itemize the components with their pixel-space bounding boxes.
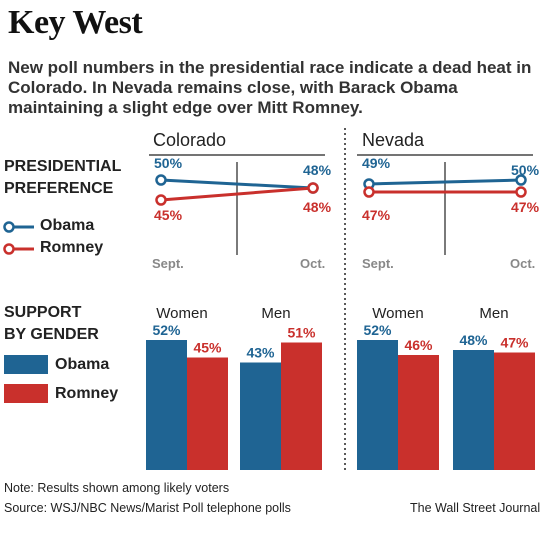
label-nevada-obama-oct: 50% bbox=[511, 162, 540, 178]
point-colorado-romney-sept bbox=[155, 194, 167, 206]
chart-subtitle: New poll numbers in the presidential rac… bbox=[8, 58, 532, 117]
line-colorado-obama bbox=[160, 178, 314, 190]
label-colorado-obama-sept: 50% bbox=[154, 155, 183, 171]
tick-colorado-oct: Oct. bbox=[300, 256, 325, 271]
gender-label-line1: SUPPORT bbox=[4, 304, 82, 321]
bar-label-nevada-women-romney: 46% bbox=[404, 337, 433, 353]
point-colorado-obama-sept bbox=[155, 174, 167, 186]
label-nevada-obama-sept: 49% bbox=[362, 155, 391, 171]
bar-category-colorado-men: Men bbox=[261, 305, 290, 322]
tick-colorado-sept: Sept. bbox=[152, 256, 184, 271]
bar-label-nevada-men-romney: 47% bbox=[500, 335, 529, 351]
line-colorado-romney bbox=[160, 186, 314, 202]
preference-label-line1: PRESIDENTIAL bbox=[4, 158, 122, 175]
bar-nevada-women-obama bbox=[357, 340, 398, 470]
bar-nevada-women-romney bbox=[398, 355, 439, 470]
bar-legend-romney-label: Romney bbox=[55, 385, 119, 402]
bar-colorado-women-romney bbox=[187, 357, 228, 470]
bar-label-colorado-women-obama: 52% bbox=[152, 322, 181, 338]
bar-label-colorado-men-obama: 43% bbox=[246, 345, 275, 361]
bar-colorado-women-obama bbox=[146, 340, 187, 470]
chart-title: Key West bbox=[8, 4, 143, 41]
source-note: Source: WSJ/NBC News/Marist Poll telepho… bbox=[4, 501, 291, 515]
label-colorado-romney-sept: 45% bbox=[154, 207, 183, 223]
point-nevada-romney-sept bbox=[363, 186, 375, 198]
label-nevada-romney-sept: 47% bbox=[362, 207, 391, 223]
line-legend-obama-marker bbox=[3, 221, 15, 233]
line-nevada-obama bbox=[368, 178, 522, 186]
tick-nevada-sept: Sept. bbox=[362, 256, 394, 271]
bar-legend-obama-label: Obama bbox=[55, 356, 110, 373]
tick-nevada-oct: Oct. bbox=[510, 256, 535, 271]
preference-label-line2: PREFERENCE bbox=[4, 180, 114, 197]
point-colorado-romney-oct bbox=[307, 182, 319, 194]
bar-label-nevada-women-obama: 52% bbox=[363, 322, 392, 338]
point-nevada-romney-oct bbox=[515, 186, 527, 198]
gender-label-line2: BY GENDER bbox=[4, 326, 99, 343]
line-legend-romney-marker bbox=[3, 243, 15, 255]
label-colorado-obama-oct: 48% bbox=[303, 162, 332, 178]
bar-nevada-men-romney bbox=[494, 352, 535, 470]
bar-colorado-men-romney bbox=[281, 342, 322, 470]
preference-section-label: PRESIDENTIAL PREFERENCE bbox=[4, 156, 121, 200]
state-name-nevada: Nevada bbox=[362, 130, 425, 150]
line-legend-romney-label: Romney bbox=[40, 239, 104, 256]
bar-legend-romney-swatch bbox=[4, 384, 48, 403]
bar-colorado-men-obama bbox=[240, 362, 281, 470]
point-nevada-obama-oct bbox=[515, 174, 527, 186]
bar-category-nevada-men: Men bbox=[479, 305, 508, 322]
label-nevada-romney-oct: 47% bbox=[511, 199, 540, 215]
bar-nevada-men-obama bbox=[453, 350, 494, 470]
bar-label-nevada-men-obama: 48% bbox=[459, 332, 488, 348]
credit-note: The Wall Street Journal bbox=[410, 501, 541, 515]
footnote: Note: Results shown among likely voters bbox=[4, 481, 230, 495]
line-legend-obama-label: Obama bbox=[40, 217, 95, 234]
bar-category-colorado-women: Women bbox=[156, 305, 207, 322]
state-name-colorado: Colorado bbox=[153, 130, 227, 150]
bar-label-colorado-women-romney: 45% bbox=[193, 340, 222, 356]
bar-legend-obama-swatch bbox=[4, 355, 48, 374]
bar-label-colorado-men-romney: 51% bbox=[287, 325, 316, 341]
gender-section-label: SUPPORT BY GENDER bbox=[4, 302, 99, 346]
bar-category-nevada-women: Women bbox=[372, 305, 423, 322]
label-colorado-romney-oct: 48% bbox=[303, 199, 332, 215]
